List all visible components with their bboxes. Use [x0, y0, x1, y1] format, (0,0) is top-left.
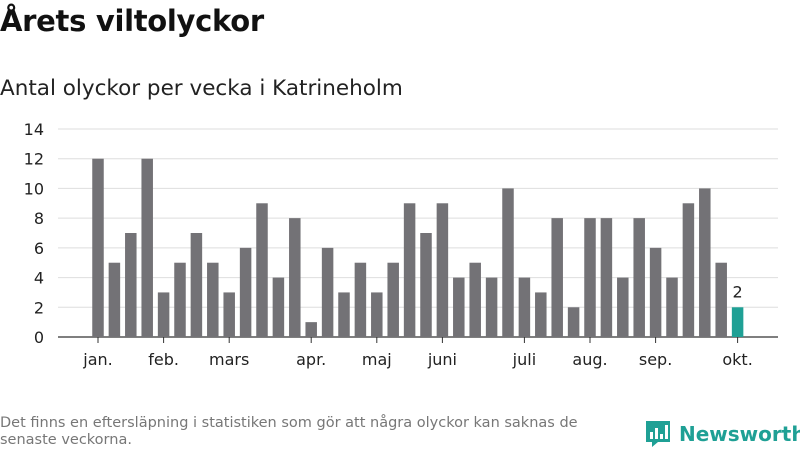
bar-chart: 0 2 4 6 8 10 12 14 2 jan. feb. mars apr. maj juni juli a…: [24, 120, 778, 369]
bar: [289, 218, 301, 337]
footnote: Det finns en eftersläpning i statistiken…: [0, 415, 578, 448]
x-tick-label: apr.: [296, 350, 326, 369]
y-tick-label: 2: [34, 298, 44, 317]
bar: [239, 247, 252, 337]
chart-subtitle: Antal olyckor per vecka i Katrineholm: [0, 76, 403, 101]
y-tick-label: 14: [24, 120, 44, 139]
bar: [649, 247, 662, 337]
bar-layer: [92, 158, 744, 337]
bar: [92, 158, 104, 337]
bar: [272, 277, 285, 337]
bar: [371, 292, 383, 337]
y-tick-label: 0: [34, 328, 44, 347]
bar: [584, 218, 596, 337]
x-tick-label: juli: [512, 350, 536, 369]
x-tick-label: juni: [427, 350, 457, 369]
bar: [600, 218, 613, 337]
y-tick-label: 10: [24, 179, 44, 198]
chart-title: Årets viltolyckor: [0, 4, 264, 38]
bar: [190, 233, 203, 337]
brand-name: Newsworthy: [679, 422, 800, 446]
bar: [420, 233, 432, 337]
bar: [551, 218, 563, 337]
bar: [207, 262, 219, 337]
x-tick-label: okt.: [722, 350, 752, 369]
bar: [666, 277, 678, 337]
brand-logo: Newsworthy: [645, 420, 800, 448]
data-label: 2: [733, 282, 743, 301]
bar: [617, 277, 629, 337]
bar: [453, 277, 465, 337]
bar: [485, 277, 498, 337]
bar: [223, 292, 235, 337]
bar: [387, 262, 399, 337]
y-tick-label: 12: [24, 150, 44, 169]
bar: [141, 158, 153, 337]
bar: [518, 277, 531, 337]
bar: [108, 262, 121, 337]
bar: [157, 292, 170, 337]
y-tick-label: 8: [34, 209, 44, 228]
x-tick-label: maj: [362, 350, 392, 369]
bar: [699, 188, 711, 337]
x-tick-label: sep.: [639, 350, 672, 369]
x-tick-label: feb.: [148, 350, 179, 369]
x-tick-label: aug.: [572, 350, 607, 369]
bar: [256, 203, 268, 337]
bar: [354, 262, 367, 337]
bar: [125, 233, 137, 337]
bar: [469, 262, 481, 337]
bar: [633, 218, 645, 337]
bar: [338, 292, 350, 337]
bar: [715, 262, 727, 337]
bar: [535, 292, 547, 337]
bar: [567, 307, 580, 337]
y-tick-label: 6: [34, 239, 44, 258]
bar: [305, 322, 317, 337]
x-tick-label: jan.: [82, 350, 112, 369]
y-tick-label: 4: [34, 269, 44, 288]
bar: [436, 203, 449, 337]
bar: [502, 188, 514, 337]
bar-highlight: [731, 307, 744, 337]
label-layer: 0 2 4 6 8 10 12 14 2 jan. feb. mars apr. maj juni juli a…: [24, 120, 753, 369]
x-tick-label: mars: [209, 350, 249, 369]
bar: [682, 203, 695, 337]
bar-chart-logo-icon: [646, 421, 670, 447]
bar: [321, 247, 334, 337]
bar: [174, 262, 186, 337]
bar: [403, 203, 416, 337]
